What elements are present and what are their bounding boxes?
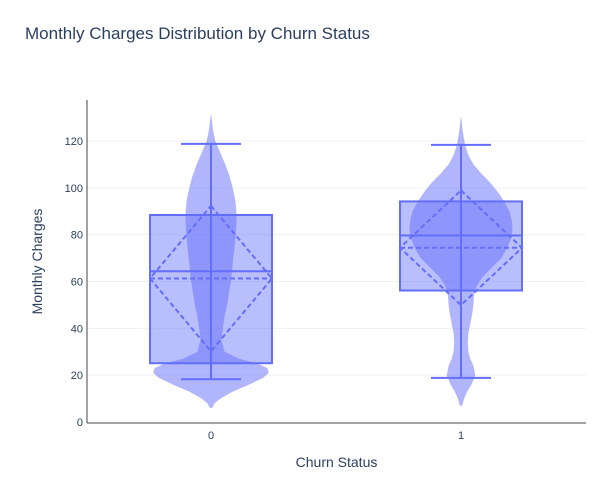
y-tick-label: 80 [71, 230, 83, 242]
x-axis-title: Churn Status [296, 454, 378, 470]
chart-title: Monthly Charges Distribution by Churn St… [25, 24, 370, 43]
box-rect [399, 200, 523, 292]
x-tick-label: 1 [458, 430, 464, 442]
y-tick-label: 120 [65, 136, 83, 148]
violin-group-1 [398, 117, 524, 406]
y-tick-label: 60 [71, 277, 83, 289]
y-axis-title: Monthly Charges [29, 209, 45, 315]
y-tick-label: 40 [71, 323, 83, 335]
violin-series [148, 115, 524, 408]
y-tick-label: 0 [77, 417, 83, 429]
x-tick-label: 0 [208, 430, 214, 442]
box-rect [149, 213, 273, 365]
sd-diamond [148, 204, 274, 353]
y-tick-labels: 0 20 40 60 80 100 120 [65, 136, 83, 429]
violin-group-0 [148, 115, 274, 408]
y-tick-label: 20 [71, 370, 83, 382]
y-tick-label: 100 [65, 183, 83, 195]
